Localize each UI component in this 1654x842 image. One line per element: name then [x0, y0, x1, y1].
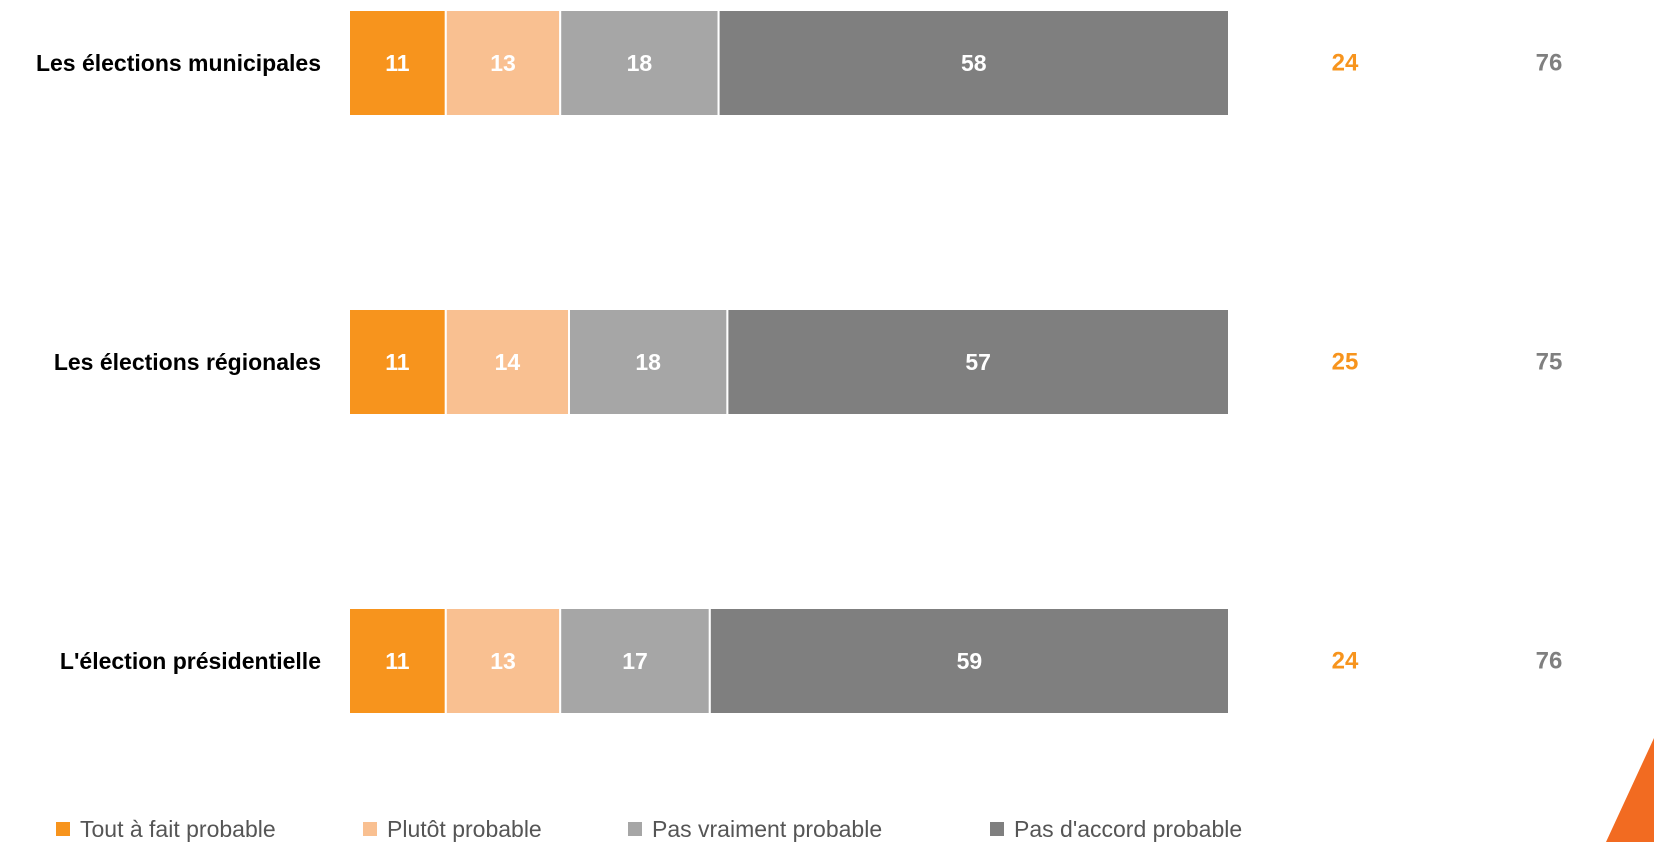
bar-segment-pas-d-accord-probable-2 [726, 308, 1231, 416]
category-label-l-election-presidentielle: L'élection présidentielle [60, 648, 321, 674]
bar-segment-tout-a-fait-probable-1 [348, 9, 447, 117]
data-label-pas-vraiment-probable-2: 18 [635, 349, 661, 375]
legend: Tout à fait probable Plutôt probable Pas v… [56, 816, 1242, 842]
data-label-tout-a-fait-probable-2: 11 [385, 349, 410, 375]
data-label-plutot-probable-1: 13 [490, 50, 516, 76]
data-label-plutot-probable-2: 14 [495, 349, 521, 375]
legend-label-tout-a-fait-probable: Tout à fait probable [80, 816, 276, 842]
total-label-1-1: 24 [1332, 50, 1359, 77]
legend-label-plutot-probable: Plutôt probable [387, 816, 542, 842]
category-label-les-elections-municipales: Les élections municipales [36, 50, 321, 76]
data-label-plutot-probable-3: 13 [490, 648, 516, 674]
bar-segment-pas-vraiment-probable-1 [559, 9, 720, 117]
data-label-tout-a-fait-probable-1: 11 [385, 50, 410, 76]
legend-swatch-tout-a-fait-probable [56, 822, 70, 836]
labels-layer: Les élections municipales 11 13 18 58 Les éle… [36, 50, 991, 674]
data-label-tout-a-fait-probable-3: 11 [385, 648, 410, 674]
legend-swatch-pas-vraiment-probable [628, 822, 642, 836]
data-label-pas-d-accord-probable-3: 59 [957, 648, 983, 674]
data-label-pas-vraiment-probable-1: 18 [627, 50, 653, 76]
bar-segment-pas-d-accord-probable-1 [717, 9, 1230, 117]
bars-layer [348, 9, 1231, 715]
bar-segment-plutot-probable-1 [444, 9, 562, 117]
total-label-2-2: 75 [1536, 349, 1563, 376]
data-label-pas-vraiment-probable-3: 17 [622, 648, 648, 674]
category-label-les-elections-regionales: Les élections régionales [54, 349, 321, 375]
totals-layer: 24 76 25 75 24 76 [1332, 50, 1563, 675]
legend-label-pas-d-accord-probable: Pas d'accord probable [1014, 816, 1242, 842]
data-label-pas-d-accord-probable-2: 57 [965, 349, 991, 375]
total-label-2-3: 76 [1536, 648, 1563, 675]
total-label-2-1: 76 [1536, 50, 1563, 77]
total-label-1-3: 24 [1332, 648, 1359, 675]
bar-segment-tout-a-fait-probable-3 [348, 607, 447, 715]
legend-swatch-pas-d-accord-probable [990, 822, 1004, 836]
bar-segment-plutot-probable-3 [444, 607, 562, 715]
bar-segment-tout-a-fait-probable-2 [348, 308, 447, 416]
total-label-1-2: 25 [1332, 349, 1359, 376]
data-label-pas-d-accord-probable-1: 58 [961, 50, 987, 76]
corner-accent-shape [1606, 738, 1654, 842]
legend-swatch-plutot-probable [363, 822, 377, 836]
legend-label-pas-vraiment-probable: Pas vraiment probable [652, 816, 882, 842]
bar-segment-pas-vraiment-probable-2 [568, 308, 729, 416]
bar-segment-plutot-probable-2 [444, 308, 570, 416]
bar-segment-pas-d-accord-probable-3 [708, 607, 1230, 715]
